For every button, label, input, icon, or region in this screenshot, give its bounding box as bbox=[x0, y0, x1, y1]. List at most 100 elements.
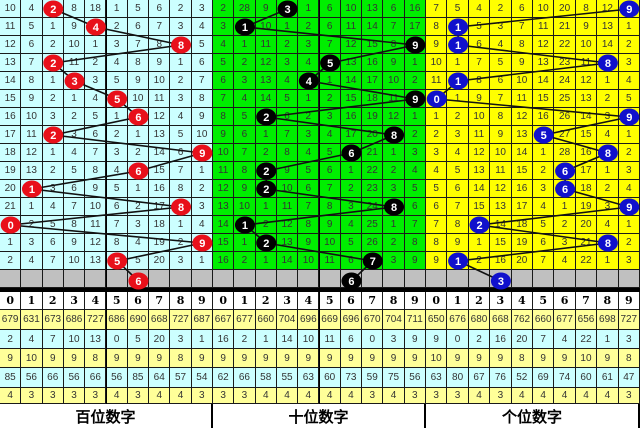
omission-cell: 5 bbox=[340, 234, 363, 252]
omission-cell: 9 bbox=[213, 126, 235, 144]
omission-cell: 5 bbox=[447, 162, 469, 180]
omission-cell: 1 bbox=[127, 126, 150, 144]
omission-cell: 5 bbox=[319, 144, 341, 162]
stat-cell: 10 bbox=[575, 349, 598, 368]
omission-cell: 10 bbox=[149, 72, 171, 90]
omission-cell: 15 bbox=[490, 234, 512, 252]
omission-cell: 14 bbox=[597, 36, 619, 54]
omission-cell: 10 bbox=[255, 18, 277, 36]
omission-cell: 4 bbox=[298, 54, 320, 72]
stat-cell: 3 bbox=[618, 330, 640, 349]
winning-digit-ball: 5 bbox=[533, 126, 554, 144]
stat-cell: 66 bbox=[42, 368, 64, 388]
omission-cell: 7 bbox=[426, 0, 448, 18]
omission-cell: 13 bbox=[597, 18, 619, 36]
winning-digit-ball: 1 bbox=[234, 216, 255, 234]
omission-cell: 4 bbox=[618, 180, 640, 198]
omission-cell: 8 bbox=[490, 108, 512, 126]
digit-header: 0 bbox=[213, 292, 235, 310]
omission-cell: 5 bbox=[426, 180, 448, 198]
stat-cell: 686 bbox=[106, 310, 128, 330]
ball-digit: 4 bbox=[306, 76, 313, 88]
empty-row-cell bbox=[447, 270, 469, 288]
winning-digit-ball: 1 bbox=[448, 72, 469, 90]
omission-cell: 2 bbox=[447, 108, 469, 126]
stat-cell: 4 bbox=[298, 388, 320, 404]
ball-shape bbox=[597, 144, 618, 162]
ball-digit: 1 bbox=[455, 40, 461, 52]
omission-cell: 3 bbox=[597, 108, 619, 126]
omission-cell: 14 bbox=[213, 216, 235, 234]
ball-shape bbox=[362, 252, 383, 270]
omission-cell: 3 bbox=[533, 180, 555, 198]
omission-cell: 10 bbox=[63, 36, 86, 54]
omission-cell: 6 bbox=[447, 180, 469, 198]
stat-cell: 686 bbox=[63, 310, 86, 330]
ball-digit: 3 bbox=[498, 276, 504, 288]
empty-row-cell bbox=[42, 270, 64, 288]
omission-cell: 11 bbox=[468, 126, 491, 144]
omission-cell: 3 bbox=[170, 252, 192, 270]
stat-cell: 10 bbox=[426, 349, 448, 368]
ball-digit: 2 bbox=[50, 58, 56, 70]
digit-header: 9 bbox=[191, 292, 213, 310]
omission-cell: 10 bbox=[213, 144, 235, 162]
omission-cell: 26 bbox=[362, 234, 384, 252]
omission-cell: 12 bbox=[383, 108, 405, 126]
empty-row-cell bbox=[191, 270, 213, 288]
ball-shape bbox=[619, 0, 640, 18]
omission-cell: 1 bbox=[340, 162, 363, 180]
omission-cell: 5 bbox=[213, 54, 235, 72]
panel-label-tens: 十位数字 bbox=[213, 404, 426, 428]
omission-cell: 2 bbox=[191, 180, 213, 198]
winning-digit-ball: 1 bbox=[448, 18, 469, 36]
omission-cell: 3 bbox=[298, 36, 320, 54]
trend-line bbox=[266, 152, 352, 172]
omission-cell: 3 bbox=[276, 54, 299, 72]
ball-shape bbox=[0, 216, 21, 234]
omission-cell: 3 bbox=[42, 108, 64, 126]
omission-cell: 1 bbox=[170, 54, 192, 72]
stat-cell: 20 bbox=[511, 330, 533, 349]
stat-cell: 76 bbox=[490, 368, 512, 388]
empty-row-cell bbox=[298, 270, 320, 288]
omission-cell: 9 bbox=[383, 54, 405, 72]
stat-cell: 64 bbox=[149, 368, 171, 388]
omission-cell: 17 bbox=[0, 126, 22, 144]
omission-cell: 16 bbox=[404, 0, 426, 18]
omission-cell: 1 bbox=[255, 198, 277, 216]
winning-digit-ball: 5 bbox=[107, 90, 128, 108]
omission-cell: 15 bbox=[575, 126, 598, 144]
trend-line bbox=[244, 26, 416, 46]
omission-cell: 2 bbox=[21, 216, 43, 234]
omission-cell: 9 bbox=[404, 252, 426, 270]
stat-cell: 9 bbox=[213, 349, 235, 368]
stat-cell: 9 bbox=[255, 349, 277, 368]
stat-cell: 62 bbox=[213, 368, 235, 388]
winning-digit-ball: 2 bbox=[256, 162, 277, 180]
omission-cell: 15 bbox=[511, 162, 533, 180]
omission-cell: 1 bbox=[383, 216, 405, 234]
stat-cell: 9 bbox=[362, 349, 384, 368]
trend-line bbox=[436, 98, 630, 118]
omission-cell: 5 bbox=[234, 108, 256, 126]
omission-cell: 8 bbox=[404, 234, 426, 252]
trend-line bbox=[95, 26, 182, 46]
omission-cell: 9 bbox=[426, 252, 448, 270]
omission-cell: 11 bbox=[255, 36, 277, 54]
stat-cell: 67 bbox=[468, 368, 491, 388]
stat-cell: 73 bbox=[340, 368, 363, 388]
stat-cell: 2 bbox=[0, 330, 22, 349]
omission-cell: 10 bbox=[490, 144, 512, 162]
stat-cell: 8 bbox=[170, 349, 192, 368]
omission-cell: 1 bbox=[42, 72, 64, 90]
omission-cell: 7 bbox=[149, 18, 171, 36]
omission-cell: 4 bbox=[191, 216, 213, 234]
omission-cell: 8 bbox=[213, 108, 235, 126]
empty-row-cell bbox=[276, 270, 299, 288]
ball-digit: 1 bbox=[29, 184, 35, 196]
omission-cell: 7 bbox=[298, 198, 320, 216]
omission-cell: 2 bbox=[468, 252, 491, 270]
omission-cell: 1 bbox=[533, 144, 555, 162]
omission-cell: 4 bbox=[213, 36, 235, 54]
